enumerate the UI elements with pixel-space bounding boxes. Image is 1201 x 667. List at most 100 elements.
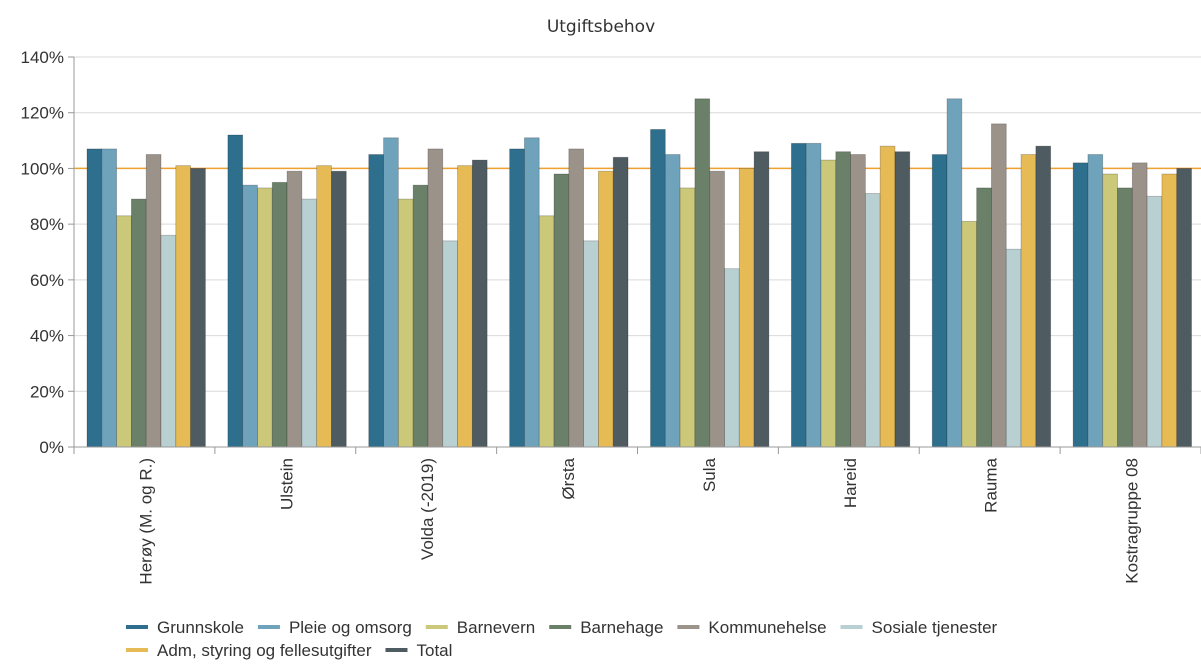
- bar: [1005, 248, 1022, 448]
- bar: [101, 148, 118, 448]
- bar: [524, 137, 540, 448]
- bar: [820, 159, 837, 448]
- y-tick-label: 20%: [30, 382, 64, 401]
- bar: [709, 170, 725, 448]
- bar: [612, 156, 629, 448]
- bar: [227, 134, 244, 448]
- x-category-label: Kostragruppe 08: [1123, 458, 1142, 584]
- bar: [976, 187, 992, 448]
- bar: [1087, 154, 1104, 448]
- legend-label: Adm, styring og fellesutgifter: [157, 641, 372, 660]
- bar: [190, 168, 206, 448]
- bar: [427, 148, 444, 448]
- bar: [175, 165, 192, 448]
- bar: [790, 142, 807, 448]
- bar: [331, 170, 347, 448]
- x-category-label: Ørsta: [559, 457, 578, 499]
- bar: [538, 215, 555, 448]
- category-group: [1072, 154, 1192, 448]
- x-category-label: Rauma: [982, 457, 1001, 512]
- legend-label: Barnehage: [580, 618, 663, 637]
- bar: [457, 165, 473, 448]
- x-category-label: Volda (-2019): [418, 458, 437, 560]
- legend-item: Barnehage: [549, 618, 663, 637]
- bar: [931, 154, 948, 448]
- bar: [879, 145, 896, 448]
- bar: [442, 240, 458, 448]
- chart-title: Utgiftsbehov: [547, 17, 655, 37]
- axes: [73, 57, 1201, 454]
- bar: [509, 148, 525, 448]
- bar: [894, 151, 911, 448]
- category-group: [86, 148, 206, 448]
- bar: [583, 240, 599, 448]
- bar: [1117, 187, 1133, 448]
- bar: [471, 159, 488, 448]
- legend-item: Grunnskole: [126, 618, 244, 637]
- bar: [86, 148, 103, 448]
- category-group: [931, 98, 1052, 448]
- legend-item: Barnevern: [425, 618, 535, 637]
- bar: [301, 198, 318, 448]
- bar: [145, 154, 162, 448]
- category-group: [790, 142, 911, 448]
- bar: [961, 220, 978, 448]
- bar: [694, 98, 711, 448]
- legend-label: Pleie og omsorg: [289, 618, 412, 637]
- legend-label: Kommunehelse: [708, 618, 826, 637]
- legend-label: Barnevern: [457, 618, 535, 637]
- bar: [864, 193, 881, 448]
- bar: [286, 170, 303, 448]
- bar: [805, 142, 822, 448]
- bar: [412, 184, 429, 448]
- bar: [257, 187, 273, 448]
- y-tick-label: 0%: [39, 438, 64, 457]
- y-tick-label: 140%: [21, 48, 64, 67]
- bar: [383, 137, 399, 448]
- x-category-label: Hareid: [841, 458, 860, 508]
- category-group: [227, 134, 347, 448]
- legend-item: Adm, styring og fellesutgifter: [126, 641, 372, 660]
- y-tick-label: 80%: [30, 215, 64, 234]
- bar: [1176, 168, 1192, 448]
- bar: [664, 154, 681, 448]
- bar: [738, 168, 755, 448]
- legend-item: Total: [385, 641, 452, 660]
- bar: [850, 154, 866, 448]
- bars: [86, 98, 1192, 448]
- bar: [753, 151, 770, 448]
- bar: [679, 187, 696, 448]
- x-category-label: Herøy (M. og R.): [136, 458, 155, 585]
- bar: [553, 173, 570, 448]
- bar: [1161, 173, 1178, 448]
- x-axis-categories: Herøy (M. og R.) Ulstein Volda (-2019) Ørst…: [136, 457, 1141, 584]
- bar: [650, 129, 666, 448]
- bar: [1020, 154, 1037, 448]
- bar: [316, 165, 332, 448]
- bar: [1102, 173, 1118, 448]
- bar: [1072, 162, 1089, 448]
- bar: [116, 215, 132, 448]
- bar: [1131, 162, 1148, 448]
- bar: [397, 198, 414, 448]
- bar: [598, 170, 614, 448]
- bar: [1035, 145, 1052, 448]
- y-tick-label: 60%: [30, 271, 64, 290]
- x-category-label: Sula: [700, 457, 719, 492]
- bar: [1146, 195, 1163, 448]
- y-tick-label: 100%: [21, 159, 64, 178]
- bar: [835, 151, 851, 448]
- x-category-label: Ulstein: [277, 458, 296, 510]
- bar: [568, 148, 585, 448]
- category-group: [368, 137, 488, 448]
- bar: [724, 268, 740, 448]
- legend-label: Total: [416, 641, 452, 660]
- category-group: [650, 98, 770, 448]
- y-axis-ticks: 0% 20% 40% 60% 80% 100% 120% 140%: [21, 48, 74, 457]
- legend: Grunnskole Pleie og omsorg Barnevern Barneh…: [126, 618, 998, 660]
- legend-label: Sosiale tjenester: [872, 618, 998, 637]
- bar: [991, 123, 1007, 448]
- bar: [271, 181, 288, 448]
- bar: [946, 98, 963, 448]
